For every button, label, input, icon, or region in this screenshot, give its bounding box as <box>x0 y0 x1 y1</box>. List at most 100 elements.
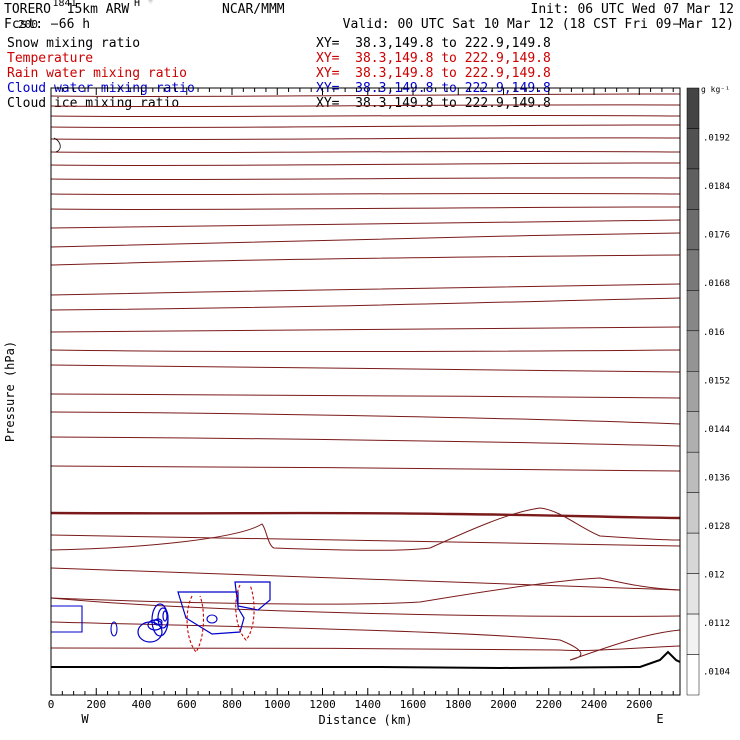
isotherm <box>50 507 681 551</box>
cloud-water-contour <box>157 607 169 629</box>
isotherm <box>50 283 681 296</box>
x-tick-label: 0 <box>48 698 55 711</box>
field-xy: XY= 38.3,149.8 to 222.9,149.8 <box>316 66 551 81</box>
isotherm <box>50 465 681 472</box>
isotherm <box>50 621 681 661</box>
isotherm <box>50 232 681 248</box>
x-tick-label: 2400 <box>581 698 608 711</box>
colorbar-tick-label: .0112 <box>703 619 730 629</box>
cloud-water-contour <box>177 591 245 635</box>
isotherm <box>50 93 681 98</box>
colorbar-swatch <box>686 613 700 655</box>
colorbar-unit: g kg⁻¹ <box>701 85 730 94</box>
colorbar-swatch <box>686 532 700 574</box>
field-name: Rain water mixing ratio <box>7 66 188 81</box>
zero-isotherm <box>50 511 681 520</box>
x-tick-label: 200 <box>86 698 106 711</box>
colorbar-tick-label: .012 <box>703 571 725 581</box>
x-end-label-east: E <box>656 712 663 726</box>
field-name: Temperature <box>7 51 94 66</box>
org-label: NCAR/MMM <box>222 2 285 17</box>
colorbar-tick-label: .0176 <box>703 231 730 241</box>
field-name: Cloud ice mixing ratio <box>7 96 180 111</box>
cloud-water-contour <box>51 605 83 633</box>
cloud-water-contour <box>234 581 271 611</box>
colorbar-tick-label: .0136 <box>703 473 730 483</box>
isotherm <box>50 162 681 167</box>
isotherm <box>50 114 681 118</box>
colorbar-tick-label: .0144 <box>703 425 730 435</box>
rain-water-contour <box>235 584 255 641</box>
colorbar-swatch <box>686 451 700 493</box>
model-title: TORERO 15km ARW <box>4 2 130 17</box>
y-axis-title: Pressure (hPa) <box>3 341 17 442</box>
x-tick-label: 2000 <box>490 698 517 711</box>
valid-time: Valid: 00 UTC Sat 10 Mar 12 (18 CST Fri … <box>342 17 734 32</box>
x-tick-label: 400 <box>132 698 152 711</box>
forecast-hour: Fcst: 66 h <box>4 17 91 32</box>
colorbar-tick-label: .0104 <box>703 668 730 678</box>
rain-water-contour <box>186 595 205 653</box>
terrain-line <box>51 650 681 670</box>
isotherm <box>50 254 681 266</box>
isotherm <box>50 297 681 311</box>
colorbar-swatch <box>686 87 700 129</box>
isotherm <box>50 219 681 229</box>
field-annotation: 1841 <box>53 0 77 9</box>
snow-mixing-max <box>146 0 155 6</box>
isotherm <box>50 436 681 447</box>
field-annotation: H <box>134 0 140 9</box>
colorbar-tick-label: .0168 <box>703 279 730 289</box>
colorbar-swatch <box>686 330 700 372</box>
isotherm <box>50 393 681 399</box>
colorbar-swatch <box>686 411 700 453</box>
x-tick-label: 1800 <box>445 698 472 711</box>
field-name: Snow mixing ratio <box>7 36 141 51</box>
cloud-water-contour <box>162 610 168 622</box>
field-name: Cloud water mixing ratio <box>7 81 195 96</box>
colorbar-tick-label: .0152 <box>703 376 730 386</box>
isotherm <box>50 104 681 108</box>
colorbar-swatch <box>686 249 700 291</box>
colorbar-swatch <box>686 492 700 534</box>
x-axis-title: Distance (km) <box>319 713 413 727</box>
init-time: Init: 06 UTC Wed 07 Mar 12 <box>530 2 735 17</box>
cloud-water-contour <box>110 621 118 637</box>
isotherm <box>50 349 681 352</box>
x-tick-label: 1400 <box>355 698 382 711</box>
isotherm <box>50 137 681 141</box>
colorbar-swatch <box>686 573 700 615</box>
colorbar-swatch <box>686 168 700 210</box>
x-tick-label: 600 <box>177 698 197 711</box>
colorbar-swatch <box>686 654 700 696</box>
x-tick-label: 2600 <box>626 698 653 711</box>
y-tick-label: 200 <box>18 18 38 31</box>
isotherm <box>50 206 681 211</box>
isotherm <box>50 597 681 617</box>
isotherm <box>50 150 681 154</box>
isotherm <box>50 177 681 181</box>
ice-contour <box>53 137 61 153</box>
colorbar-tick-label: .0192 <box>703 134 730 144</box>
x-tick-label: 2200 <box>536 698 563 711</box>
colorbar-swatch <box>686 290 700 332</box>
colorbar-tick-label: .0184 <box>703 182 730 192</box>
colorbar-tick-label: .0128 <box>703 522 730 532</box>
isotherm <box>50 124 681 129</box>
x-tick-label: 1200 <box>309 698 336 711</box>
isotherm <box>50 364 681 373</box>
colorbar-swatch <box>686 128 700 170</box>
isotherm <box>50 645 681 652</box>
isotherm <box>50 534 681 547</box>
x-end-label-west: W <box>81 712 89 726</box>
x-tick-label: 1000 <box>264 698 291 711</box>
colorbar-swatch <box>686 209 700 251</box>
field-xy: XY= 38.3,149.8 to 222.9,149.8 <box>316 96 551 111</box>
isotherm <box>50 411 681 425</box>
x-tick-label: 1600 <box>400 698 427 711</box>
colorbar-tick-label: .016 <box>703 328 725 338</box>
x-tick-label: 800 <box>222 698 242 711</box>
field-xy: XY= 38.3,149.8 to 222.9,149.8 <box>316 51 551 66</box>
isotherm <box>50 192 681 196</box>
